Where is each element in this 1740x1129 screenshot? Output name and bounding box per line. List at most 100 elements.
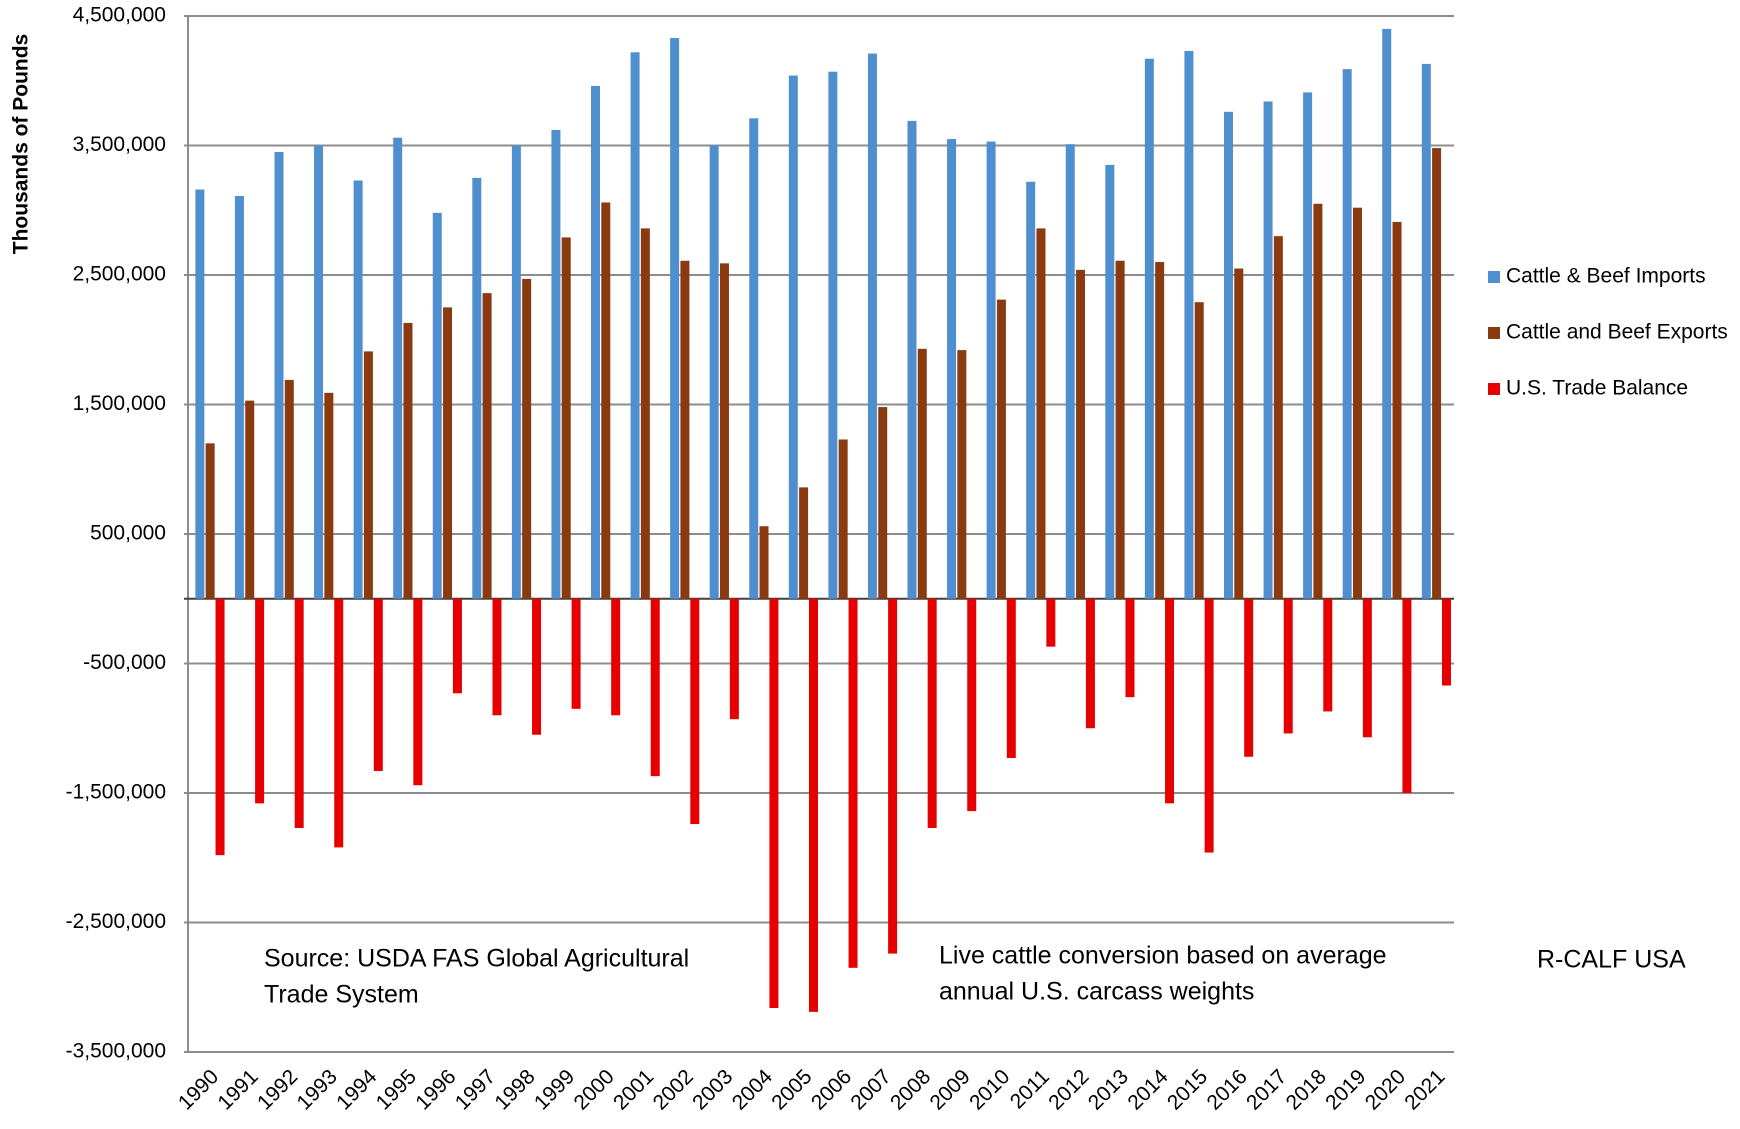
x-tick-label: 2004 [728,1065,778,1115]
bar [373,598,383,771]
bar [1392,221,1402,599]
x-tick-label: 1990 [174,1065,223,1114]
y-tick-label: -3,500,000 [66,1040,166,1063]
x-tick-label: 2013 [1084,1065,1133,1114]
bar [255,598,265,804]
bar [967,598,977,812]
annotation: Source: USDA FAS Global Agricultural [264,945,689,973]
y-tick-label: -2,500,000 [66,910,166,933]
bar [1076,269,1086,599]
bar [334,598,344,848]
bar [878,407,888,599]
bar [749,118,759,599]
y-tick-label: 4,500,000 [73,4,166,27]
bar [234,196,244,599]
bar [1085,598,1095,729]
bar [1234,268,1244,599]
x-tick-label: 2008 [886,1065,935,1114]
bar [888,598,898,954]
bar [1382,28,1392,599]
bar [1223,111,1233,599]
bar [1283,598,1293,734]
x-tick-label: 2012 [1044,1065,1093,1114]
annotation: annual U.S. carcass weights [939,978,1254,1006]
bar [324,392,334,599]
bar [1303,92,1313,599]
bar [1026,181,1036,599]
bar [1244,598,1254,757]
bar [403,322,413,599]
x-tick-label: 2017 [1242,1065,1291,1114]
x-tick-label: 1993 [293,1065,342,1114]
x-tick-label: 1992 [253,1065,302,1114]
bar [1273,236,1283,599]
x-tick-label: 2019 [1321,1065,1370,1114]
bar [353,180,363,599]
bar [601,202,611,599]
bar [561,237,571,599]
bar [532,598,542,735]
legend-swatch [1488,271,1500,283]
bar [709,145,719,599]
bar [680,260,690,599]
x-tick-label: 2010 [965,1065,1014,1114]
bar [838,439,848,599]
x-tick-label: 1995 [372,1065,421,1114]
legend-label: Cattle & Beef Imports [1506,265,1706,288]
x-tick-label: 1991 [213,1065,262,1114]
bar [630,52,640,599]
bar [957,350,967,599]
bar [1441,598,1451,686]
bar [1046,598,1056,647]
bar [1194,302,1204,599]
x-tick-label: 2002 [649,1065,698,1114]
bar [650,598,660,777]
bar [443,307,453,599]
bar [1432,148,1442,599]
bar [799,487,809,599]
bar [571,598,581,709]
bar [1144,58,1154,599]
x-tick-label: 1999 [530,1065,579,1114]
bar [1362,598,1372,738]
bar [215,598,225,856]
bar [492,598,502,716]
x-tick-label: 1997 [451,1065,500,1114]
bar [769,598,779,1008]
bar [1006,598,1016,759]
bar [640,228,650,599]
bar [314,145,324,599]
bar [1342,69,1352,599]
bar [452,598,462,694]
bar [788,75,798,599]
bar [719,263,729,599]
bar [996,299,1006,599]
bar [808,598,818,1012]
bar [1115,260,1125,599]
bar [511,145,521,599]
x-tick-label: 2000 [569,1065,618,1114]
x-tick-label: 2003 [688,1065,737,1114]
bar [1184,50,1194,599]
bar [274,151,284,599]
bar [522,278,532,599]
x-tick-label: 2018 [1282,1065,1331,1114]
bar [1036,228,1046,599]
x-tick-label: 2016 [1202,1065,1251,1114]
y-tick-label: -1,500,000 [66,781,166,804]
y-tick-label: 1,500,000 [73,392,166,415]
bar [907,120,917,599]
y-tick-label: 500,000 [90,522,166,545]
bar [393,137,403,599]
bar [848,598,858,968]
y-tick-label: -500,000 [83,651,166,674]
bar [927,598,937,828]
bar [611,598,621,716]
bar [1125,598,1135,698]
legend-swatch [1488,327,1500,339]
bar [551,129,561,599]
bar [759,526,769,599]
bar [195,189,205,599]
bar [205,443,215,599]
